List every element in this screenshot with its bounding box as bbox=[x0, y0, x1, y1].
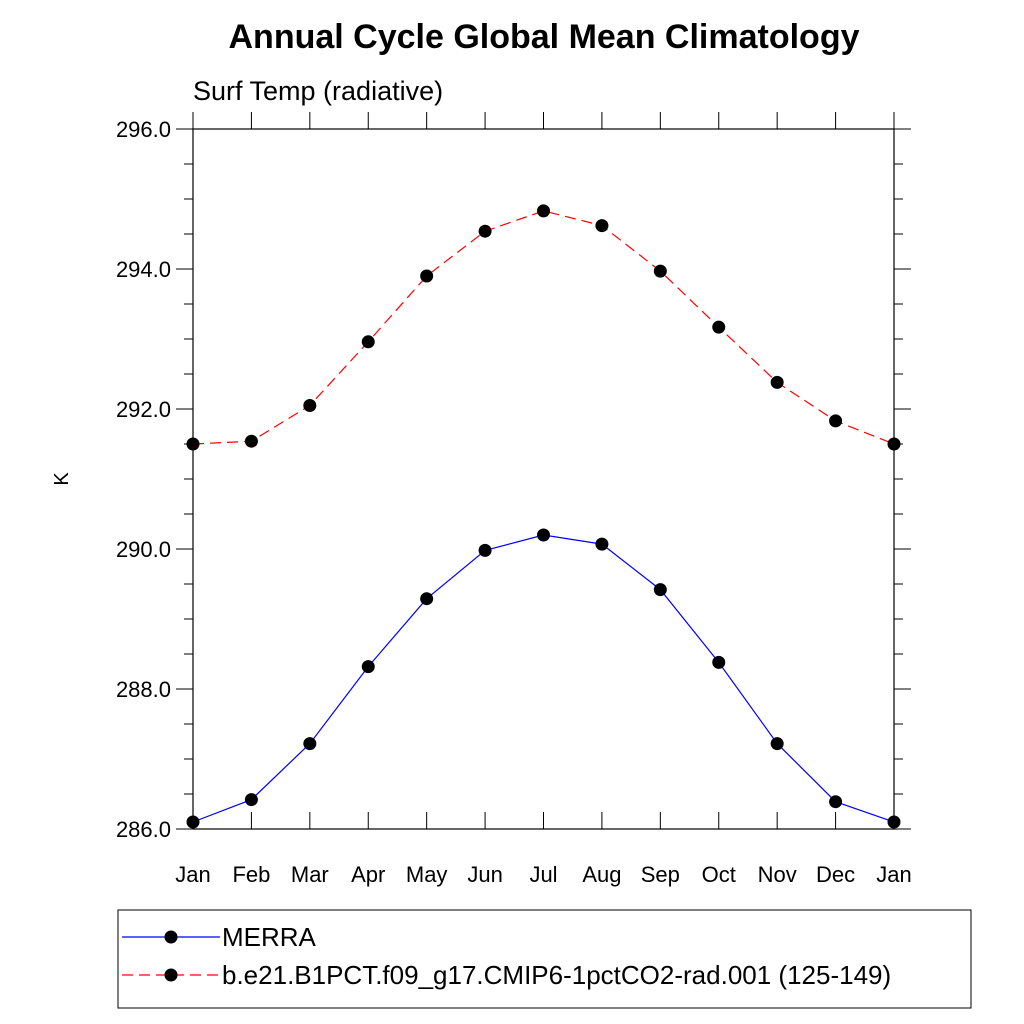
x-tick-label: Feb bbox=[232, 862, 270, 887]
series-1-point bbox=[420, 269, 434, 283]
series-markers bbox=[186, 204, 901, 829]
series-0-point bbox=[829, 795, 843, 809]
series-1-point bbox=[478, 224, 492, 238]
x-tick-label: Jan bbox=[876, 862, 911, 887]
series-1-point bbox=[361, 335, 375, 349]
y-axis-label: K bbox=[51, 472, 73, 486]
series-0-point bbox=[770, 737, 784, 751]
series-0-point bbox=[478, 543, 492, 557]
series-0-point bbox=[420, 592, 434, 606]
x-ticks: Jan Feb Mar Apr May Jun Jul Aug Sep Oct Nov Dec Jan bbox=[175, 112, 912, 887]
x-tick-label: Nov bbox=[758, 862, 797, 887]
legend-label-0: MERRA bbox=[222, 922, 317, 952]
y-ticks: 286.0 288.0 290.0 292.0 294.0 296.0 bbox=[116, 117, 911, 842]
chart-subtitle: Surf Temp (radiative) bbox=[193, 76, 443, 106]
x-tick-label: Mar bbox=[291, 862, 329, 887]
chart-title: Annual Cycle Global Mean Climatology bbox=[229, 18, 860, 56]
x-tick-label: Jul bbox=[529, 862, 557, 887]
legend-box bbox=[117, 909, 972, 1009]
legend-marker-0 bbox=[164, 930, 178, 944]
series-1-point bbox=[303, 399, 317, 412]
series-0-point bbox=[361, 660, 375, 674]
series-0-point bbox=[244, 793, 258, 807]
series-0-point bbox=[887, 815, 901, 829]
series-0-point bbox=[537, 528, 550, 542]
series-lines bbox=[192, 210, 895, 823]
series-1-point bbox=[887, 437, 901, 451]
y-tick-label: 296.0 bbox=[116, 117, 171, 142]
x-tick-label: Dec bbox=[816, 862, 855, 887]
series-1-point bbox=[653, 264, 667, 278]
y-tick-label: 294.0 bbox=[116, 257, 171, 282]
series-1-point bbox=[770, 375, 784, 389]
series-1-point bbox=[829, 414, 843, 428]
y-tick-label: 292.0 bbox=[116, 397, 171, 422]
series-line-0 bbox=[192, 534, 895, 823]
series-0-point bbox=[712, 655, 726, 669]
x-tick-label: Jun bbox=[467, 862, 502, 887]
series-0-point bbox=[595, 537, 609, 551]
x-tick-label: Apr bbox=[351, 862, 385, 887]
series-1-point bbox=[537, 204, 550, 218]
x-tick-label: Sep bbox=[641, 862, 680, 887]
series-1-point bbox=[595, 219, 609, 233]
legend-label-1: b.e21.B1PCT.f09_g17.CMIP6-1pctCO2-rad.00… bbox=[222, 960, 891, 990]
series-line-1 bbox=[192, 210, 895, 445]
series-1-point bbox=[244, 434, 258, 448]
series-0-point bbox=[303, 737, 317, 751]
plot-frame bbox=[192, 128, 895, 830]
series-0-point bbox=[186, 815, 200, 829]
x-tick-label: May bbox=[406, 862, 448, 887]
series-0-point bbox=[653, 583, 667, 597]
y-tick-label: 290.0 bbox=[116, 537, 171, 562]
legend: MERRA b.e21.B1PCT.f09_g17.CMIP6-1pctCO2-r… bbox=[122, 922, 891, 990]
series-1-point bbox=[712, 320, 726, 334]
x-tick-label: Aug bbox=[582, 862, 621, 887]
x-tick-label: Jan bbox=[175, 862, 210, 887]
series-1-point bbox=[186, 437, 200, 451]
x-tick-label: Oct bbox=[702, 862, 736, 887]
legend-marker-1 bbox=[164, 968, 178, 982]
y-tick-label: 286.0 bbox=[116, 817, 171, 842]
y-tick-label: 288.0 bbox=[116, 677, 171, 702]
